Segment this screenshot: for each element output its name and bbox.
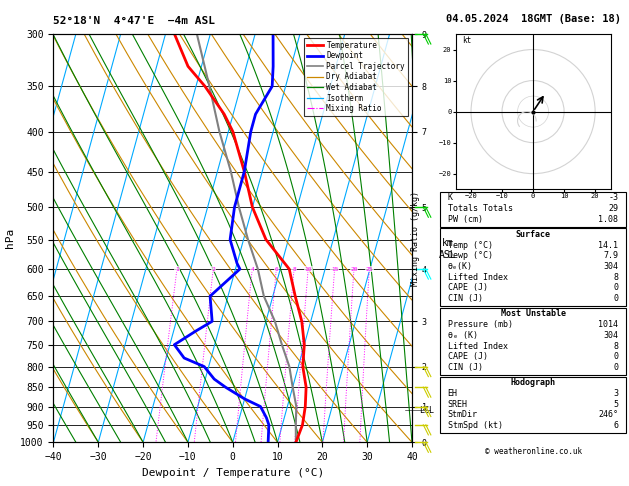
Text: 25: 25 bbox=[365, 266, 373, 272]
Text: 6: 6 bbox=[613, 421, 618, 430]
Text: Temp (°C): Temp (°C) bbox=[448, 241, 493, 250]
Text: EH: EH bbox=[448, 389, 458, 398]
Text: 1.08: 1.08 bbox=[598, 215, 618, 224]
Text: θₑ (K): θₑ (K) bbox=[448, 331, 477, 340]
Text: 3: 3 bbox=[613, 389, 618, 398]
Text: 8: 8 bbox=[613, 273, 618, 282]
Text: Hodograph: Hodograph bbox=[511, 378, 555, 387]
Text: 6: 6 bbox=[274, 266, 278, 272]
Text: K: K bbox=[448, 193, 453, 202]
Text: 14.1: 14.1 bbox=[598, 241, 618, 250]
Text: Totals Totals: Totals Totals bbox=[448, 204, 513, 213]
Text: 4: 4 bbox=[250, 266, 254, 272]
Text: 246°: 246° bbox=[598, 410, 618, 419]
Text: 2: 2 bbox=[211, 266, 215, 272]
Text: 5: 5 bbox=[613, 399, 618, 409]
Text: 1014: 1014 bbox=[598, 320, 618, 329]
Text: Surface: Surface bbox=[516, 230, 550, 239]
Text: 20: 20 bbox=[350, 266, 358, 272]
Text: StmDir: StmDir bbox=[448, 410, 477, 419]
Text: θₑ(K): θₑ(K) bbox=[448, 262, 473, 271]
Text: 0: 0 bbox=[613, 352, 618, 361]
Text: 29: 29 bbox=[608, 204, 618, 213]
Text: 10: 10 bbox=[304, 266, 312, 272]
Text: PW (cm): PW (cm) bbox=[448, 215, 482, 224]
Text: 0: 0 bbox=[613, 363, 618, 372]
Text: LCL: LCL bbox=[419, 406, 434, 415]
Text: 15: 15 bbox=[331, 266, 338, 272]
Text: 52°18'N  4°47'E  −4m ASL: 52°18'N 4°47'E −4m ASL bbox=[53, 16, 216, 26]
Text: Lifted Index: Lifted Index bbox=[448, 342, 508, 350]
Text: kt: kt bbox=[462, 36, 471, 45]
Text: 0: 0 bbox=[613, 283, 618, 293]
Text: Mixing Ratio (g/kg): Mixing Ratio (g/kg) bbox=[411, 191, 420, 286]
Text: 304: 304 bbox=[603, 331, 618, 340]
Text: StmSpd (kt): StmSpd (kt) bbox=[448, 421, 503, 430]
Text: 304: 304 bbox=[603, 262, 618, 271]
Text: © weatheronline.co.uk: © weatheronline.co.uk bbox=[484, 447, 582, 456]
Text: 8: 8 bbox=[613, 342, 618, 350]
Text: CIN (J): CIN (J) bbox=[448, 294, 482, 303]
Text: SREH: SREH bbox=[448, 399, 468, 409]
Text: -3: -3 bbox=[608, 193, 618, 202]
Y-axis label: km
ASL: km ASL bbox=[439, 238, 457, 260]
X-axis label: Dewpoint / Temperature (°C): Dewpoint / Temperature (°C) bbox=[142, 468, 324, 478]
Text: 8: 8 bbox=[292, 266, 296, 272]
Text: 7.9: 7.9 bbox=[603, 251, 618, 260]
Legend: Temperature, Dewpoint, Parcel Trajectory, Dry Adiabat, Wet Adiabat, Isotherm, Mi: Temperature, Dewpoint, Parcel Trajectory… bbox=[304, 38, 408, 116]
Text: Pressure (mb): Pressure (mb) bbox=[448, 320, 513, 329]
Text: 1: 1 bbox=[175, 266, 179, 272]
Text: CAPE (J): CAPE (J) bbox=[448, 283, 487, 293]
Text: CIN (J): CIN (J) bbox=[448, 363, 482, 372]
Text: Dewp (°C): Dewp (°C) bbox=[448, 251, 493, 260]
Text: 04.05.2024  18GMT (Base: 18): 04.05.2024 18GMT (Base: 18) bbox=[445, 14, 621, 24]
Text: Lifted Index: Lifted Index bbox=[448, 273, 508, 282]
Text: Most Unstable: Most Unstable bbox=[501, 310, 565, 318]
Y-axis label: hPa: hPa bbox=[4, 228, 14, 248]
Text: 0: 0 bbox=[613, 294, 618, 303]
Text: CAPE (J): CAPE (J) bbox=[448, 352, 487, 361]
